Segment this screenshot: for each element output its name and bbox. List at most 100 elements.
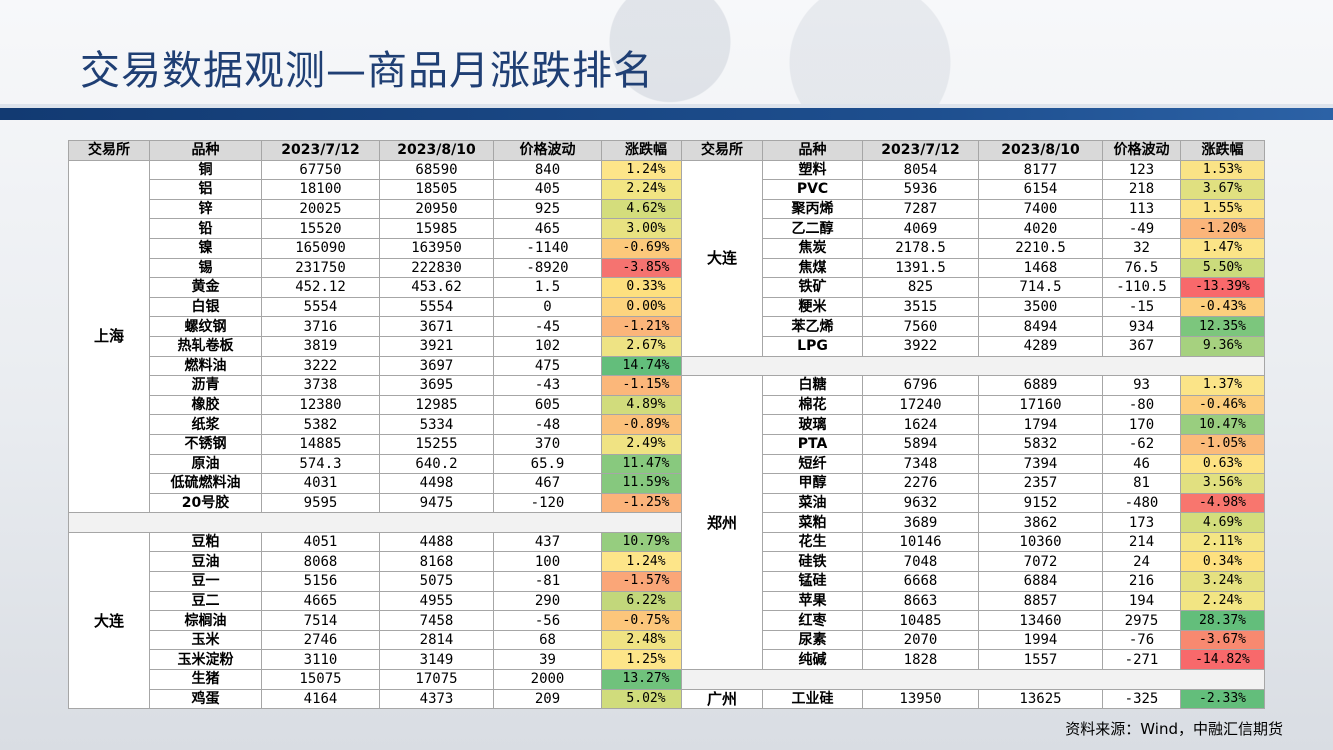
pct-change-cell: 11.47% (601, 453, 691, 475)
price-change-cell: 46 (1102, 453, 1181, 475)
price-end-cell: 1994 (978, 629, 1103, 651)
table-row: 菜油 9632 9152 -480 -4.98% (682, 492, 1265, 514)
pct-change-cell: -14.82% (1180, 649, 1265, 671)
price-change-cell: 465 (493, 218, 602, 239)
price-start-cell: 13950 (862, 688, 979, 710)
price-change-cell: -271 (1102, 649, 1181, 671)
pct-change-cell: 9.36% (1180, 335, 1265, 357)
price-end-cell: 1557 (978, 649, 1103, 671)
price-end-cell: 163950 (379, 237, 494, 259)
price-end-cell: 8857 (978, 590, 1103, 612)
price-start-cell: 6796 (862, 375, 979, 396)
title-underline-bar (0, 108, 1333, 120)
table-row: 尿素 2070 1994 -76 -3.67% (682, 629, 1265, 651)
variety-cell: 焦煤 (762, 257, 863, 279)
price-change-cell: 840 (493, 159, 602, 181)
price-end-cell: 3862 (978, 512, 1103, 533)
variety-cell: 苹果 (762, 590, 863, 612)
price-end-cell: 9152 (978, 492, 1103, 514)
pct-change-cell: 0.34% (1180, 551, 1265, 573)
price-start-cell: 3819 (261, 335, 380, 357)
price-end-cell: 5832 (978, 433, 1103, 455)
price-end-cell: 4955 (379, 590, 494, 612)
table-row: 豆一 5156 5075 -81 -1.57% (69, 571, 691, 592)
price-change-cell: 405 (493, 179, 602, 200)
table-row: 镍 165090 163950 -1140 -0.69% (69, 237, 691, 259)
price-end-cell: 13460 (978, 610, 1103, 631)
pct-change-cell: -1.05% (1180, 433, 1265, 455)
price-end-cell: 453.62 (379, 277, 494, 298)
header-variety: 品种 (762, 140, 863, 161)
table-row: 原油 574.3 640.2 65.9 11.47% (69, 453, 691, 475)
price-start-cell: 20025 (261, 198, 380, 220)
variety-cell: 热轧卷板 (149, 335, 262, 357)
variety-cell: 豆油 (149, 551, 262, 573)
price-change-cell: 65.9 (493, 453, 602, 475)
price-end-cell: 5075 (379, 571, 494, 592)
price-start-cell: 14885 (261, 433, 380, 455)
table-row: 热轧卷板 3819 3921 102 2.67% (69, 335, 691, 357)
variety-cell: 乙二醇 (762, 218, 863, 239)
price-end-cell: 4498 (379, 473, 494, 494)
price-end-cell: 4020 (978, 218, 1103, 239)
table-row: 苯乙烯 7560 8494 934 12.35% (682, 316, 1265, 337)
price-change-cell: -480 (1102, 492, 1181, 514)
price-start-cell: 3689 (862, 512, 979, 533)
price-change-cell: -325 (1102, 688, 1181, 710)
price-change-cell: -76 (1102, 629, 1181, 651)
price-start-cell: 4164 (261, 688, 380, 710)
table-row: 铅 15520 15985 465 3.00% (69, 218, 691, 239)
price-change-cell: 24 (1102, 551, 1181, 573)
table-row: 硅铁 7048 7072 24 0.34% (682, 551, 1265, 573)
exchange-cell: 大连 (68, 531, 150, 710)
group-separator-row (681, 669, 1265, 690)
price-start-cell: 4069 (862, 218, 979, 239)
variety-cell: 纯碱 (762, 649, 863, 671)
variety-cell: 豆粕 (149, 531, 262, 553)
price-start-cell: 3716 (261, 316, 380, 337)
price-change-cell: 194 (1102, 590, 1181, 612)
price-start-cell: 7287 (862, 198, 979, 220)
variety-cell: 沥青 (149, 375, 262, 396)
table-row: 菜粕 3689 3862 173 4.69% (682, 512, 1265, 533)
price-change-cell: 934 (1102, 316, 1181, 337)
price-end-cell: 10360 (978, 531, 1103, 553)
price-change-cell: 925 (493, 198, 602, 220)
table-row: 聚丙烯 7287 7400 113 1.55% (682, 198, 1265, 220)
price-start-cell: 6668 (862, 571, 979, 592)
price-start-cell: 825 (862, 277, 979, 298)
price-end-cell: 6154 (978, 179, 1103, 200)
pct-change-cell: 1.37% (1180, 375, 1265, 396)
pct-change-cell: 2.24% (601, 179, 691, 200)
data-source-note: 资料来源：Wind，中融汇信期货 (1065, 720, 1283, 738)
variety-cell: 聚丙烯 (762, 198, 863, 220)
variety-cell: 铅 (149, 218, 262, 239)
pct-change-cell: 1.24% (601, 159, 691, 181)
price-start-cell: 8663 (862, 590, 979, 612)
price-change-cell: 173 (1102, 512, 1181, 533)
price-change-cell: 170 (1102, 414, 1181, 435)
variety-cell: 铜 (149, 159, 262, 181)
pct-change-cell: 0.00% (601, 296, 691, 318)
price-change-cell: 209 (493, 688, 602, 710)
table-row: 玉米淀粉 3110 3149 39 1.25% (69, 649, 691, 671)
price-end-cell: 5554 (379, 296, 494, 318)
pct-change-cell: 1.53% (1180, 159, 1265, 181)
pct-change-cell: -0.43% (1180, 296, 1265, 318)
price-end-cell: 3921 (379, 335, 494, 357)
price-end-cell: 1468 (978, 257, 1103, 279)
pct-change-cell: -4.98% (1180, 492, 1265, 514)
header-exchange: 交易所 (68, 140, 150, 161)
price-start-cell: 2746 (261, 629, 380, 651)
pct-change-cell: 6.22% (601, 590, 691, 612)
variety-cell: 豆一 (149, 571, 262, 592)
exchange-cell: 上海 (68, 159, 150, 514)
table-row: 甲醇 2276 2357 81 3.56% (682, 473, 1265, 494)
price-start-cell: 7514 (261, 610, 380, 631)
price-end-cell: 4289 (978, 335, 1103, 357)
price-start-cell: 3922 (862, 335, 979, 357)
table-row: 大连 豆粕 4051 4488 437 10.79% (68, 531, 691, 710)
price-start-cell: 4051 (261, 531, 380, 553)
table-row: 螺纹钢 3716 3671 -45 -1.21% (69, 316, 691, 337)
price-start-cell: 17240 (862, 394, 979, 416)
